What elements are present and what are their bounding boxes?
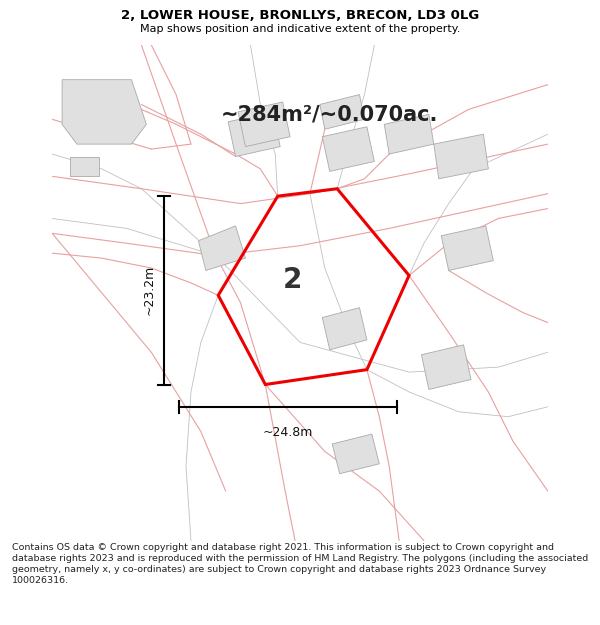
Polygon shape xyxy=(62,80,146,144)
Polygon shape xyxy=(228,112,280,156)
Polygon shape xyxy=(441,226,493,271)
Text: Contains OS data © Crown copyright and database right 2021. This information is : Contains OS data © Crown copyright and d… xyxy=(12,543,588,586)
Polygon shape xyxy=(332,434,379,474)
Polygon shape xyxy=(322,127,374,171)
Text: ~23.2m: ~23.2m xyxy=(143,265,156,316)
Text: 2, LOWER HOUSE, BRONLLYS, BRECON, LD3 0LG: 2, LOWER HOUSE, BRONLLYS, BRECON, LD3 0L… xyxy=(121,9,479,22)
Text: ~24.8m: ~24.8m xyxy=(262,426,313,439)
Polygon shape xyxy=(421,345,471,389)
Text: Map shows position and indicative extent of the property.: Map shows position and indicative extent… xyxy=(140,24,460,34)
Text: ~284m²/~0.070ac.: ~284m²/~0.070ac. xyxy=(221,104,439,124)
Polygon shape xyxy=(434,134,488,179)
Polygon shape xyxy=(238,102,290,147)
Polygon shape xyxy=(384,114,434,154)
Polygon shape xyxy=(320,94,364,129)
Text: 2: 2 xyxy=(283,266,302,294)
Polygon shape xyxy=(199,226,245,271)
Polygon shape xyxy=(322,308,367,350)
Polygon shape xyxy=(70,156,99,176)
